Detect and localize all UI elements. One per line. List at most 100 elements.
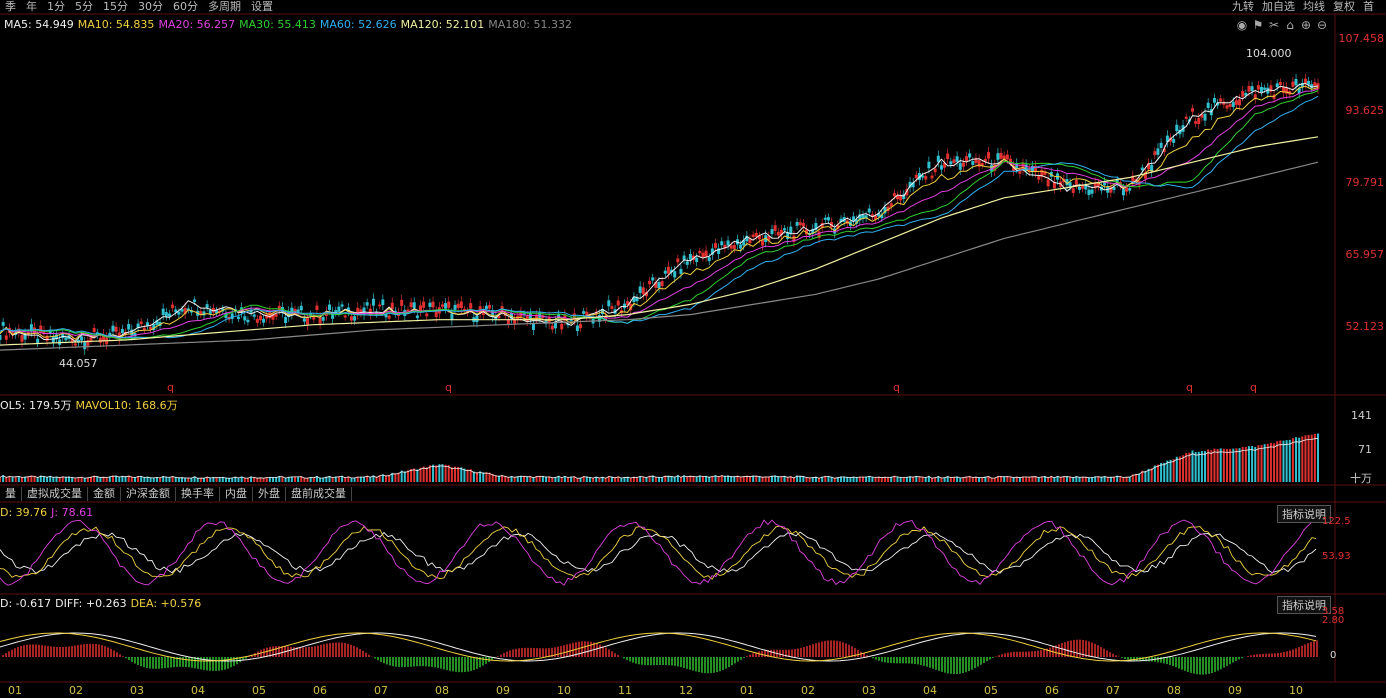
candle-body bbox=[886, 206, 890, 212]
volume-bar bbox=[927, 475, 930, 482]
volume-bar bbox=[548, 476, 551, 482]
candle-body bbox=[1297, 87, 1301, 94]
volume-bar bbox=[566, 476, 569, 482]
volume-bar bbox=[1022, 476, 1025, 482]
zoom-in-icon[interactable]: ⊕ bbox=[1300, 18, 1312, 32]
volume-bar bbox=[71, 476, 74, 482]
indicator-tab[interactable]: 沪深金额 bbox=[121, 487, 176, 501]
volume-bar bbox=[541, 475, 544, 482]
volume-bar bbox=[701, 475, 704, 482]
month-label: 04 bbox=[923, 684, 937, 697]
eye-icon[interactable]: ◉ bbox=[1236, 18, 1248, 32]
period-tab[interactable]: 5分 bbox=[75, 0, 93, 13]
indicator-tab[interactable]: 虚拟成交量 bbox=[22, 487, 88, 501]
volume-bar bbox=[723, 475, 726, 482]
period-tab[interactable]: 15分 bbox=[103, 0, 128, 13]
lock-icon[interactable]: ⌂ bbox=[1286, 18, 1294, 32]
volume-bar bbox=[1241, 446, 1244, 482]
candle-body bbox=[1021, 163, 1025, 170]
period-tab[interactable]: 年 bbox=[26, 0, 37, 13]
indicator-help-button-2[interactable]: 指标说明 bbox=[1277, 596, 1331, 614]
candle-body bbox=[202, 311, 206, 316]
volume-bar bbox=[840, 476, 843, 482]
candle-body bbox=[751, 234, 755, 238]
volume-bar bbox=[708, 476, 711, 482]
candle-body bbox=[1112, 187, 1116, 191]
candle-body bbox=[786, 232, 790, 240]
candle-body bbox=[874, 215, 878, 220]
zoom-out-icon[interactable]: ⊖ bbox=[1316, 18, 1328, 32]
month-label: 10 bbox=[1289, 684, 1303, 697]
period-tab[interactable]: 1分 bbox=[47, 0, 65, 13]
indicator-help-button[interactable]: 指标说明 bbox=[1277, 505, 1331, 523]
volume-bar bbox=[739, 476, 742, 482]
volume-bar bbox=[796, 475, 799, 482]
period-tab[interactable]: 季 bbox=[5, 0, 16, 13]
volume-bar bbox=[1065, 476, 1068, 482]
macd-legend: D: -0.617 DIFF: +0.263 DEA: +0.576 bbox=[0, 597, 205, 611]
candle-body bbox=[302, 318, 306, 322]
volume-bar bbox=[758, 475, 761, 482]
candle-body bbox=[585, 311, 589, 317]
volume-bar bbox=[620, 477, 623, 482]
volume-bar bbox=[946, 476, 949, 482]
candle-body bbox=[1043, 171, 1047, 175]
candle-body bbox=[607, 300, 611, 307]
volume-bar bbox=[623, 476, 626, 482]
candle-body bbox=[243, 316, 247, 321]
volume-bar bbox=[855, 477, 858, 482]
legend-item: DEA: +0.576 bbox=[130, 597, 202, 610]
period-tab[interactable]: 设置 bbox=[251, 0, 273, 13]
volume-bar bbox=[984, 476, 987, 482]
volume-bar bbox=[582, 476, 585, 482]
candle-body bbox=[1121, 189, 1125, 196]
flag-icon[interactable]: ⚑ bbox=[1252, 18, 1264, 32]
candle-body bbox=[657, 282, 661, 289]
toolbar-item[interactable]: 九转 bbox=[1232, 0, 1254, 13]
period-tab[interactable]: 30分 bbox=[138, 0, 163, 13]
period-tab[interactable]: 60分 bbox=[173, 0, 198, 13]
period-tab[interactable]: 多周期 bbox=[208, 0, 241, 13]
volume-bar bbox=[391, 472, 394, 482]
volume-bar bbox=[940, 477, 943, 482]
indicator-tab[interactable]: 换手率 bbox=[176, 487, 220, 501]
volume-bar bbox=[686, 476, 689, 482]
toolbar-item[interactable]: 加自选 bbox=[1262, 0, 1295, 13]
volume-bar bbox=[689, 475, 692, 482]
candle-body bbox=[877, 213, 881, 217]
macd-axis-label: 0 bbox=[1330, 650, 1337, 661]
indicator-tab[interactable]: 量 bbox=[0, 487, 22, 501]
month-label: 09 bbox=[496, 684, 510, 697]
indicator-tab[interactable]: 内盘 bbox=[220, 487, 253, 501]
volume-bar bbox=[742, 476, 745, 482]
candle-body bbox=[152, 324, 156, 331]
scissors-icon[interactable]: ✂ bbox=[1268, 18, 1280, 32]
volume-bar bbox=[792, 477, 795, 482]
volume-bar bbox=[1194, 452, 1197, 482]
candle-body bbox=[899, 195, 903, 201]
volume-bar bbox=[1247, 446, 1250, 482]
candle-body bbox=[431, 301, 435, 308]
candle-body bbox=[4, 335, 8, 340]
volume-bar bbox=[1113, 476, 1116, 482]
candle-body bbox=[415, 315, 419, 319]
volume-bar bbox=[228, 477, 231, 482]
volume-bar bbox=[278, 476, 281, 482]
volume-bar bbox=[651, 475, 654, 482]
candle-body bbox=[1128, 188, 1132, 191]
candle-body bbox=[287, 311, 291, 318]
candle-body bbox=[895, 195, 899, 200]
volume-bar bbox=[378, 475, 381, 482]
candle-body bbox=[695, 257, 699, 263]
volume-bar bbox=[811, 477, 814, 482]
indicator-tab[interactable]: 金额 bbox=[88, 487, 121, 501]
toolbar-item[interactable]: 首 bbox=[1363, 0, 1374, 13]
toolbar-item[interactable]: 复权 bbox=[1333, 0, 1355, 13]
indicator-tab[interactable]: 盘前成交量 bbox=[286, 487, 352, 501]
indicator-tab[interactable]: 外盘 bbox=[253, 487, 286, 501]
toolbar-item[interactable]: 均线 bbox=[1303, 0, 1325, 13]
candle-body bbox=[1203, 113, 1207, 121]
candle-body bbox=[1040, 170, 1044, 177]
volume-bar bbox=[692, 475, 695, 482]
candle-body bbox=[1190, 108, 1194, 112]
